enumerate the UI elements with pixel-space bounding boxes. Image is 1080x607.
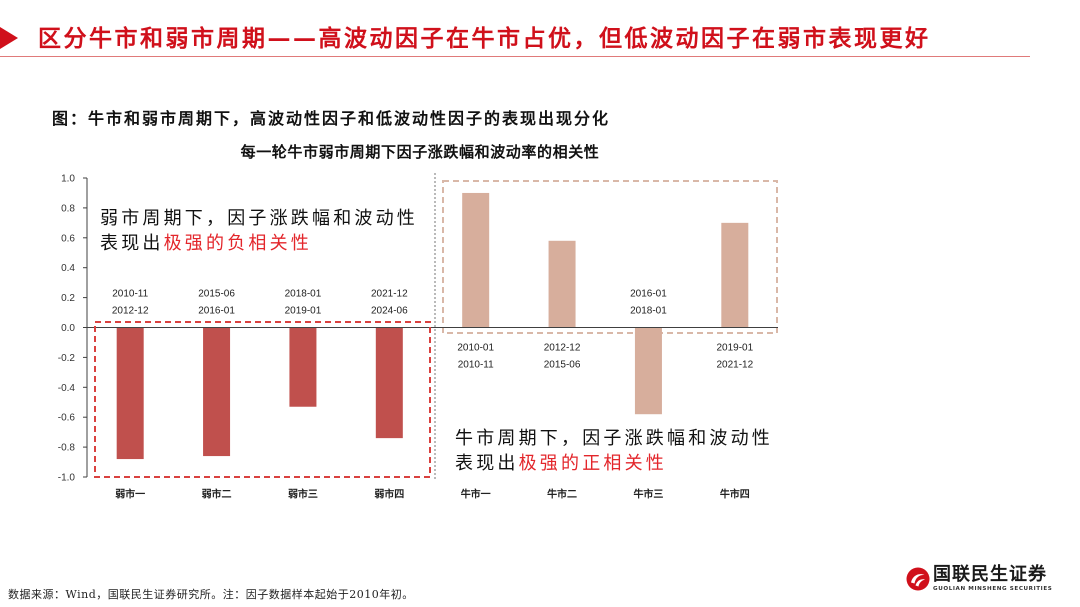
annotation-line-1: 牛市周期下，因子涨跌幅和波动性: [455, 428, 773, 449]
y-tick-label: -0.2: [58, 353, 76, 364]
period-start-label-6: 2012-12: [544, 343, 581, 354]
bar-8: [721, 222, 749, 328]
chart-decorations: [434, 173, 778, 480]
category-label-2: 弱市二: [202, 488, 232, 501]
period-end-label-1: 2012-12: [112, 306, 149, 317]
category-label-3: 弱市三: [288, 488, 318, 501]
annotation-line-2: 表现出极强的负相关性: [100, 231, 418, 256]
bar-3: [289, 327, 317, 407]
bar-series: [116, 192, 749, 460]
weak-market-annotation: 弱市周期下，因子涨跌幅和波动性 表现出极强的负相关性: [100, 206, 418, 256]
category-label-7: 牛市三: [633, 488, 663, 501]
period-start-label-8: 2019-01: [716, 343, 753, 354]
period-end-label-2: 2016-01: [198, 306, 235, 317]
period-start-label-2: 2015-06: [198, 289, 235, 300]
annotation-highlight: 极强的负相关性: [163, 233, 313, 254]
annotation-text: 表现出: [455, 453, 519, 474]
chart-labels: 2010-11 2012-12 弱市一 2015-06 2016-01 弱市二 2018-0…: [112, 289, 754, 501]
annotation-line-1: 弱市周期下，因子涨跌幅和波动性: [100, 208, 418, 229]
bar-1: [116, 327, 144, 460]
figure-caption: 图：牛市和弱市周期下，高波动性因子和低波动性因子的表现出现分化: [52, 109, 611, 128]
logo-subtitle: GUOLIAN MINSHENG SECURITIES: [933, 586, 1053, 592]
y-tick-label: 1.0: [61, 174, 75, 185]
header-accent-triangle: [0, 27, 18, 49]
company-logo: 国联民生证券 GUOLIAN MINSHENG SECURITIES: [906, 565, 1056, 597]
header-divider: [0, 56, 1030, 57]
y-tick-label: -0.4: [58, 383, 76, 394]
y-tick-label: 0.6: [61, 233, 75, 244]
category-label-4: 弱市四: [374, 488, 404, 501]
period-start-label-5: 2010-01: [457, 343, 494, 354]
period-start-label-3: 2018-01: [285, 289, 322, 300]
chart-decorations-front: [94, 321, 431, 478]
bar-6: [548, 240, 576, 328]
category-label-8: 牛市四: [720, 488, 750, 501]
y-tick-label: -0.8: [58, 443, 76, 454]
period-start-label-1: 2010-11: [112, 289, 148, 300]
y-axis: 1.0 0.8 0.6 0.4 0.2 0.0 -0.2 -0.4 -0.6 -0.8 -1.0: [58, 174, 88, 484]
bar-5: [462, 192, 490, 328]
period-end-label-7: 2018-01: [630, 306, 667, 317]
bar-4: [375, 327, 403, 439]
y-tick-label: 0.4: [61, 263, 75, 274]
annotation-line-2: 表现出极强的正相关性: [455, 451, 773, 476]
y-tick-label: 0.8: [61, 203, 75, 214]
bar-2: [203, 327, 231, 457]
category-label-6: 牛市二: [547, 488, 577, 501]
period-end-label-6: 2015-06: [544, 360, 581, 371]
period-start-label-7: 2016-01: [630, 289, 667, 300]
y-tick-label: -1.0: [58, 473, 76, 484]
y-tick-label: 0.2: [61, 293, 75, 304]
period-end-label-8: 2021-12: [716, 360, 753, 371]
category-label-1: 弱市一: [115, 488, 145, 501]
bull-market-highlight-box: [442, 180, 778, 334]
logo-emblem-icon: [906, 567, 930, 591]
data-source-note: 数据来源：Wind，国联民生证券研究所。注：因子数据样本起始于2010年初。: [8, 588, 414, 601]
period-end-label-3: 2019-01: [285, 306, 322, 317]
y-tick-label: -0.6: [58, 413, 76, 424]
chart-title: 每一轮牛市弱市周期下因子涨跌幅和波动率的相关性: [240, 143, 600, 161]
bar-chart: 1.0 0.8 0.6 0.4 0.2 0.0 -0.2 -0.4 -0.6 -0.8 -1.0 2…: [58, 173, 778, 501]
category-label-5: 牛市一: [461, 488, 491, 501]
weak-market-highlight-box: [94, 321, 431, 478]
slide-title: 区分牛市和弱市周期——高波动因子在牛市占优，但低波动因子在弱市表现更好: [38, 25, 931, 52]
period-end-label-4: 2024-06: [371, 306, 408, 317]
bull-market-annotation: 牛市周期下，因子涨跌幅和波动性 表现出极强的正相关性: [455, 426, 773, 476]
logo-name: 国联民生证券: [933, 564, 1047, 585]
period-end-label-5: 2010-11: [458, 360, 494, 371]
annotation-text: 表现出: [100, 233, 164, 254]
annotation-highlight: 极强的正相关性: [518, 453, 668, 474]
y-tick-label: 0.0: [61, 323, 75, 334]
bar-7: [634, 327, 662, 415]
period-start-label-4: 2021-12: [371, 289, 408, 300]
